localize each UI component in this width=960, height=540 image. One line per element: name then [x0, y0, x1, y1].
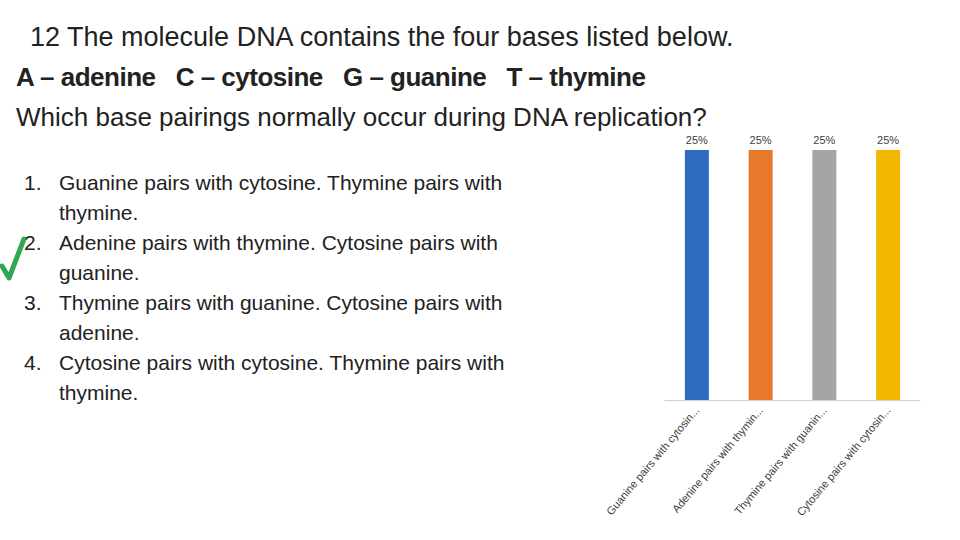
svg-text:25%: 25% — [877, 134, 899, 146]
svg-text:Adenine pairs with thymin...: Adenine pairs with thymin... — [669, 404, 766, 515]
svg-text:Guanine pairs with cytosin...: Guanine pairs with cytosin... — [603, 404, 702, 518]
html-text:Cytosine pairs with cytosine.: Cytosine pairs with cytosine. Thymine pa… — [59, 351, 505, 404]
html-text:12 The molecule DNA contains t: 12 The molecule DNA contains the four ba… — [30, 22, 734, 52]
svg-text:Thymine pairs with guanin...: Thymine pairs with guanin... — [731, 404, 829, 517]
svg-text:25%: 25% — [686, 134, 708, 146]
html-text:A – adenine C – cytosine G – g: A – adenine C – cytosine G – guanine T –… — [16, 62, 646, 92]
html-text:Guanine pairs with cytosine. T: Guanine pairs with cytosine. Thymine pai… — [59, 171, 503, 224]
html-text:3.: 3. — [24, 291, 42, 314]
svg-text:25%: 25% — [813, 134, 835, 146]
html-text:1.: 1. — [24, 171, 42, 194]
svg-text:25%: 25% — [750, 134, 772, 146]
html-text:Which base pairings normally o: Which base pairings normally occur durin… — [16, 102, 707, 132]
html-text:Adenine pairs with thymine. Cy: Adenine pairs with thymine. Cytosine pai… — [59, 231, 498, 284]
html-text:Thymine pairs with guanine. Cy: Thymine pairs with guanine. Cytosine pai… — [59, 291, 503, 344]
html-text:2.: 2. — [24, 231, 42, 254]
html-text:4.: 4. — [24, 351, 42, 374]
svg-text:Cytosine pairs with cytosin...: Cytosine pairs with cytosin... — [794, 404, 892, 518]
